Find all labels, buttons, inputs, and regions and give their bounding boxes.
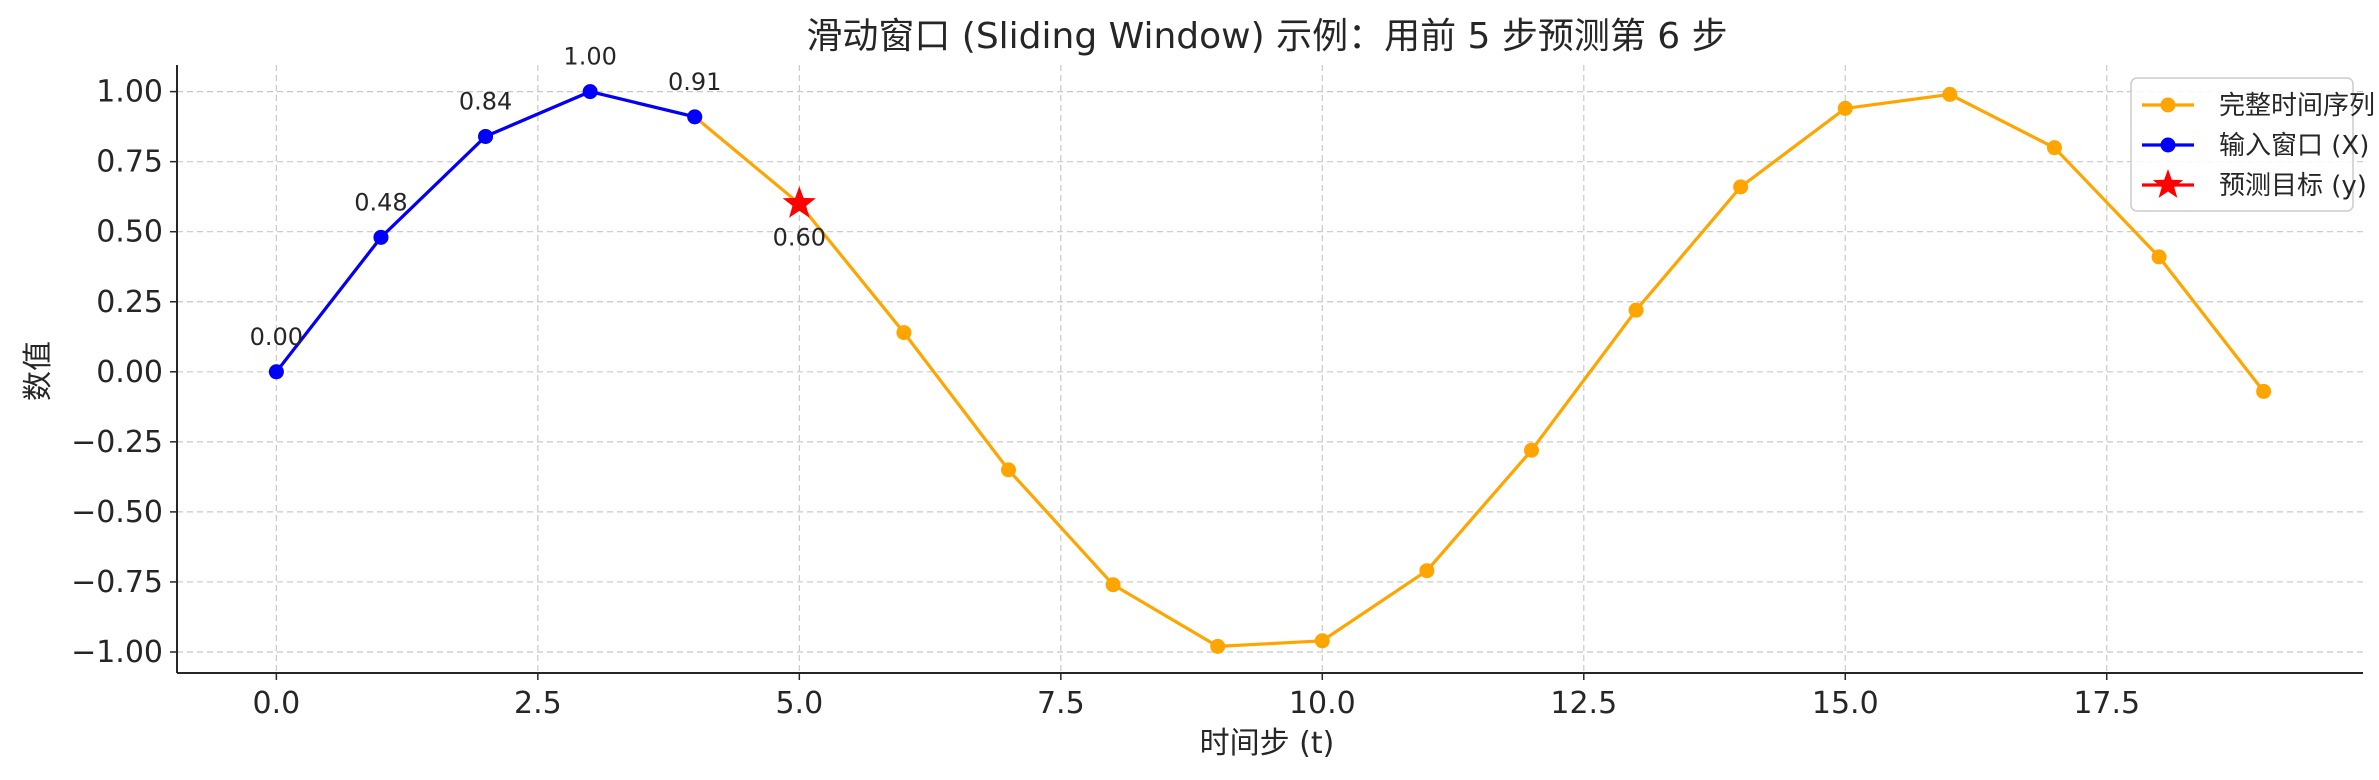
y-tick-label: 1.00 (96, 75, 163, 110)
y-tick-label: 0.50 (96, 215, 163, 250)
data-point (1733, 179, 1749, 195)
data-label: 0.60 (773, 224, 826, 252)
legend-marker (2160, 137, 2176, 153)
x-axis-label: 时间步 (t) (1200, 726, 1335, 761)
data-point (2256, 383, 2272, 399)
data-label: 0.84 (459, 87, 512, 115)
series-line (275, 89, 2265, 649)
data-label: 0.00 (250, 323, 303, 351)
data-point (1523, 442, 1539, 458)
y-tick-label: −0.75 (71, 565, 163, 600)
data-point (1942, 86, 1958, 102)
x-tick-label: 0.0 (253, 686, 301, 721)
data-point (896, 325, 912, 341)
y-axis-label: 数值 (21, 341, 56, 401)
grid (177, 65, 2363, 673)
y-tick-label: −0.25 (71, 425, 163, 460)
data-point (1628, 302, 1644, 318)
chart-title: 滑动窗口 (Sliding Window) 示例：用前 5 步预测第 6 步 (806, 16, 1727, 57)
data-point (1210, 638, 1226, 654)
axes (176, 65, 2363, 674)
legend-label: 输入窗口 (X) (2219, 131, 2369, 161)
legend-marker-star (2152, 169, 2184, 198)
x-tick-label: 2.5 (514, 686, 562, 721)
data-point (268, 364, 284, 380)
y-tick-label: 0.00 (96, 355, 163, 390)
legend-marker (2160, 97, 2176, 113)
y-tick-label: −1.00 (71, 635, 163, 670)
data-label: 0.48 (354, 188, 407, 216)
data-point (478, 128, 494, 144)
legend-frame (2130, 77, 2354, 212)
data-label: 0.91 (668, 68, 721, 96)
series (268, 84, 2272, 654)
x-tick-label: 17.5 (2073, 686, 2140, 721)
x-tick-label: 10.0 (1289, 686, 1356, 721)
x-tick-label: 7.5 (1037, 686, 1085, 721)
y-tick-label: −0.50 (71, 495, 163, 530)
data-labels: 0.00 0.48 0.84 1.00 0.91 0.60 (250, 43, 826, 351)
data-point (1001, 462, 1017, 478)
y-tick-label: 0.75 (96, 145, 163, 180)
data-point (2046, 140, 2062, 156)
data-label: 1.00 (563, 43, 616, 71)
data-point (582, 84, 598, 100)
data-point (687, 109, 703, 125)
data-point (373, 229, 389, 245)
ticks: 0.0 2.5 5.0 7.5 10.0 12.5 15.0 17.5 1.00 0.75 0.50… (71, 75, 2140, 721)
legend-label: 完整时间序列 (2219, 91, 2375, 121)
x-tick-label: 5.0 (775, 686, 823, 721)
legend-label: 预测目标 (y) (2219, 171, 2367, 201)
data-point (2151, 249, 2167, 265)
x-tick-label: 15.0 (1812, 686, 1879, 721)
data-point-star (782, 186, 816, 218)
data-point (1314, 633, 1330, 649)
data-point (1419, 563, 1435, 579)
y-tick-label: 0.25 (96, 285, 163, 320)
data-point (1105, 577, 1121, 593)
x-tick-label: 12.5 (1550, 686, 1617, 721)
data-point (1837, 100, 1853, 116)
